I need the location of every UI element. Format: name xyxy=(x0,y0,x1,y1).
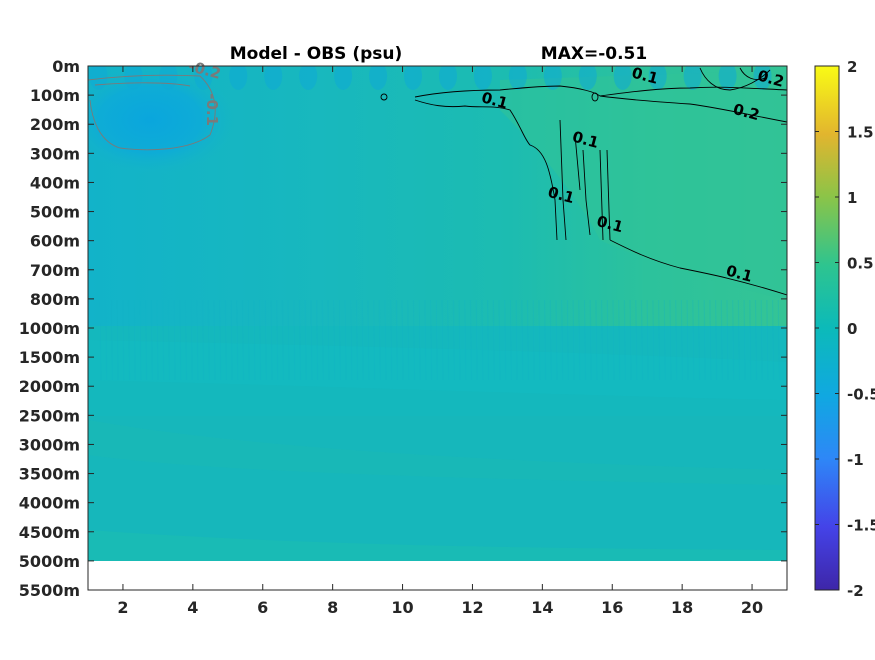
chart-title: Model - OBS (psu) xyxy=(230,44,403,64)
x-tick-label: 18 xyxy=(671,598,693,617)
colorbar-ticks: 2 1.5 1 0.5 0 -0.5 -1 -1.5 -2 xyxy=(815,58,875,600)
y-axis: 0m 100m 200m 300m 400m 500m 600m 700m 800m 1000m 1… xyxy=(19,57,787,600)
x-tick-label: 2 xyxy=(117,598,128,617)
y-tick-label: 5500m xyxy=(19,581,80,600)
colorbar-tick-label: 0.5 xyxy=(847,255,874,273)
y-tick-label: 5000m xyxy=(19,552,80,571)
colorbar-tick-label: -2 xyxy=(847,582,864,600)
y-tick-label: 1000m xyxy=(19,319,80,338)
y-tick-label: 800m xyxy=(30,290,80,309)
y-tick-label: 3000m xyxy=(19,435,80,454)
colorbar-tick-label: -0.5 xyxy=(847,386,875,404)
y-tick-label: 700m xyxy=(30,261,80,280)
colorbar-tick-label: -1.5 xyxy=(847,517,875,535)
y-tick-label: 2500m xyxy=(19,406,80,425)
contour-label: -0.1 xyxy=(203,93,221,126)
x-tick-label: 10 xyxy=(391,598,413,617)
y-tick-label: 3500m xyxy=(19,465,80,484)
contour-lines xyxy=(88,67,787,296)
y-tick-label: 100m xyxy=(30,86,80,105)
y-tick-label: 0m xyxy=(52,57,80,76)
x-tick-label: 6 xyxy=(257,598,268,617)
colorbar-tick-label: 1.5 xyxy=(847,124,874,142)
x-tick-label: 4 xyxy=(187,598,198,617)
y-tick-label: 1500m xyxy=(19,348,80,367)
y-tick-label: 500m xyxy=(30,203,80,222)
x-tick-label: 16 xyxy=(601,598,623,617)
x-tick-label: 20 xyxy=(741,598,763,617)
colorbar-tick-label: 0 xyxy=(847,320,857,338)
x-tick-label: 8 xyxy=(327,598,338,617)
y-tick-label: 4500m xyxy=(19,523,80,542)
colorbar-tick-label: -1 xyxy=(847,451,864,469)
x-tick-label: 14 xyxy=(531,598,553,617)
y-tick-label: 4000m xyxy=(19,494,80,513)
x-axis: 2 4 6 8 10 12 14 16 18 20 xyxy=(117,66,763,617)
y-tick-label: 400m xyxy=(30,173,80,192)
heatmap-field xyxy=(88,66,787,561)
y-tick-label: 2000m xyxy=(19,377,80,396)
x-tick-label: 12 xyxy=(461,598,483,617)
colorbar-tick-label: 2 xyxy=(847,58,857,76)
colorbar-tick-label: 1 xyxy=(847,189,857,207)
y-tick-label: 600m xyxy=(30,232,80,251)
chart-max-label: MAX=-0.51 xyxy=(541,44,647,64)
y-tick-label: 200m xyxy=(30,115,80,134)
y-tick-label: 300m xyxy=(30,144,80,163)
